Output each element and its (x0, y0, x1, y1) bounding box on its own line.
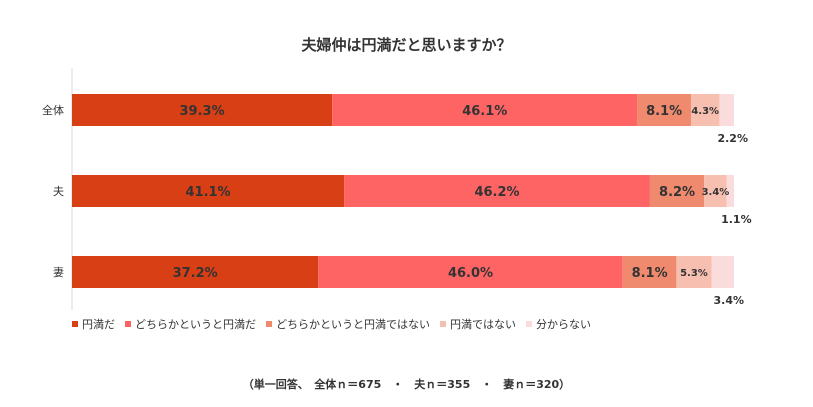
bar-segment (622, 256, 677, 288)
bar-segment (72, 256, 319, 288)
legend-swatch (72, 321, 78, 327)
data-label: 8.1% (646, 104, 682, 119)
legend-swatch (526, 321, 532, 327)
bars-layer (72, 94, 734, 288)
legend-label: 円満ではない (450, 318, 516, 331)
bar-segment (719, 94, 734, 126)
bar-segment (72, 175, 345, 207)
data-label: 3.4% (713, 294, 744, 307)
bar-segment (649, 175, 705, 207)
legend-item: 円満だ (72, 316, 115, 332)
legend-item: どちらかというと円満だ (125, 316, 256, 332)
bar-segment (344, 175, 650, 207)
data-label: 46.2% (474, 185, 519, 200)
bar-segment (637, 94, 691, 126)
bar-segment (704, 175, 727, 207)
data-label: 39.3% (180, 104, 225, 119)
bar-segment (726, 175, 734, 207)
sample-size-note: （単一回答、 全体ｎ＝675 ・ 夫ｎ＝355 ・ 妻ｎ＝320） (242, 378, 571, 391)
data-label: 46.0% (448, 266, 493, 281)
legend-item: 円満ではない (440, 316, 516, 332)
legend-item: 分からない (526, 316, 591, 332)
category-label: 全体 (42, 103, 64, 117)
chart-title: 夫婦仲は円満だと思いますか？ (301, 36, 512, 54)
data-label: 5.3% (680, 268, 708, 279)
data-label: 3.4% (702, 187, 730, 198)
bar-segment (690, 94, 720, 126)
legend-swatch (266, 321, 272, 327)
category-label: 妻 (53, 266, 64, 279)
category-label: 夫 (53, 185, 64, 198)
bar-segment (676, 256, 712, 288)
data-label: 8.2% (659, 185, 695, 200)
bar-segment (332, 94, 638, 126)
legend-label: 分からない (536, 318, 591, 331)
bar-segment (711, 256, 734, 288)
legend: 円満だ どちらかというと円満だ どちらかというと円満ではない 円満ではない 分からない (72, 316, 601, 332)
legend-swatch (440, 321, 446, 327)
legend-item: どちらかというと円満ではない (266, 316, 430, 332)
legend-swatch (125, 321, 131, 327)
data-label: 8.1% (632, 266, 668, 281)
legend-label: 円満だ (82, 318, 115, 331)
data-label: 4.3% (691, 106, 719, 117)
data-label: 1.1% (721, 213, 752, 226)
data-label: 46.1% (462, 104, 507, 119)
bar-segment (72, 94, 333, 126)
bar-segment (318, 256, 623, 288)
data-label: 37.2% (173, 266, 218, 281)
legend-label: どちらかというと円満だ (135, 318, 256, 331)
data-label: 41.1% (185, 185, 230, 200)
data-label: 2.2% (717, 132, 748, 145)
legend-label: どちらかというと円満ではない (276, 318, 430, 331)
labels-layer: 39.3% 46.1% 8.1% 4.3% 2.2% 41.1% 46.2% 8.2% 3.4%… (173, 104, 752, 307)
